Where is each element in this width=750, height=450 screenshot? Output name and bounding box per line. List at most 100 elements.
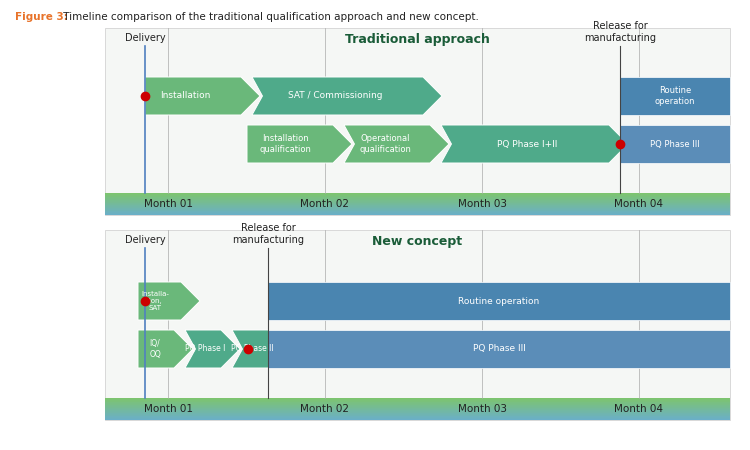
Bar bbox=[105, 199, 730, 200]
Bar bbox=[105, 402, 730, 403]
Bar bbox=[105, 230, 730, 420]
Bar bbox=[105, 196, 730, 198]
Bar bbox=[105, 212, 730, 213]
Bar bbox=[620, 125, 730, 163]
Polygon shape bbox=[344, 125, 449, 163]
Text: Month 02: Month 02 bbox=[301, 199, 350, 209]
Text: Month 02: Month 02 bbox=[301, 404, 350, 414]
Bar bbox=[105, 195, 730, 197]
Bar bbox=[105, 414, 730, 416]
Bar bbox=[105, 416, 730, 417]
Text: Delivery: Delivery bbox=[124, 33, 165, 43]
Bar bbox=[105, 195, 730, 196]
Bar bbox=[105, 201, 730, 202]
Text: Month 01: Month 01 bbox=[143, 199, 193, 209]
Bar bbox=[105, 209, 730, 210]
Text: PQ Phase II: PQ Phase II bbox=[231, 345, 273, 354]
Bar bbox=[105, 28, 730, 215]
Text: SAT / Commissioning: SAT / Commissioning bbox=[288, 91, 382, 100]
Bar bbox=[105, 411, 730, 412]
Text: Installation: Installation bbox=[160, 91, 210, 100]
Bar bbox=[105, 197, 730, 198]
Bar bbox=[105, 204, 730, 206]
Bar bbox=[105, 409, 730, 410]
Text: IQ/
OQ: IQ/ OQ bbox=[149, 339, 160, 359]
Bar bbox=[105, 419, 730, 420]
Bar bbox=[105, 194, 730, 195]
Text: Delivery: Delivery bbox=[124, 235, 165, 245]
Bar bbox=[105, 193, 730, 194]
Bar bbox=[105, 406, 730, 408]
Bar bbox=[105, 412, 730, 414]
Bar bbox=[105, 405, 730, 406]
Bar bbox=[105, 403, 730, 405]
Text: Figure 3:: Figure 3: bbox=[15, 12, 68, 22]
Text: Traditional approach: Traditional approach bbox=[345, 33, 490, 46]
Bar bbox=[105, 208, 730, 209]
Text: Installation
qualification: Installation qualification bbox=[259, 134, 311, 154]
Bar bbox=[105, 400, 730, 401]
Text: Routine operation: Routine operation bbox=[458, 297, 540, 306]
Bar bbox=[268, 330, 730, 368]
Bar bbox=[105, 400, 730, 402]
Bar bbox=[105, 411, 730, 413]
Polygon shape bbox=[252, 77, 442, 115]
Bar bbox=[105, 209, 730, 211]
Bar bbox=[105, 415, 730, 416]
Text: New concept: New concept bbox=[373, 235, 463, 248]
Bar bbox=[105, 413, 730, 414]
Bar bbox=[105, 418, 730, 419]
Bar bbox=[105, 201, 730, 202]
Bar bbox=[105, 193, 730, 194]
Text: Month 04: Month 04 bbox=[614, 404, 664, 414]
Bar bbox=[105, 203, 730, 205]
Bar bbox=[105, 397, 730, 399]
Polygon shape bbox=[138, 330, 193, 368]
Bar bbox=[105, 405, 730, 407]
Bar bbox=[105, 410, 730, 411]
Bar bbox=[105, 213, 730, 214]
Text: PQ Phase III: PQ Phase III bbox=[650, 140, 700, 148]
Bar bbox=[105, 211, 730, 212]
Text: Operational
qualification: Operational qualification bbox=[359, 134, 411, 154]
Polygon shape bbox=[232, 330, 287, 368]
Bar bbox=[105, 399, 730, 400]
Text: Month 04: Month 04 bbox=[614, 199, 664, 209]
Bar bbox=[105, 417, 730, 418]
Bar bbox=[105, 207, 730, 208]
Text: Timeline comparison of the traditional qualification approach and new concept.: Timeline comparison of the traditional q… bbox=[60, 12, 479, 22]
Bar bbox=[105, 202, 730, 203]
Bar bbox=[105, 409, 730, 410]
Bar bbox=[105, 205, 730, 206]
Polygon shape bbox=[247, 125, 352, 163]
Text: Release for
manufacturing: Release for manufacturing bbox=[584, 22, 656, 43]
Polygon shape bbox=[138, 282, 200, 320]
Bar bbox=[105, 404, 730, 405]
Bar bbox=[105, 403, 730, 404]
Text: PQ Phase III: PQ Phase III bbox=[472, 345, 526, 354]
Polygon shape bbox=[185, 330, 240, 368]
Bar bbox=[105, 212, 730, 214]
Text: Month 01: Month 01 bbox=[143, 404, 193, 414]
Text: Installa-
tion,
SAT: Installa- tion, SAT bbox=[141, 291, 169, 311]
Text: PQ Phase I: PQ Phase I bbox=[184, 345, 225, 354]
Bar bbox=[268, 282, 730, 320]
Text: Routine
operation: Routine operation bbox=[655, 86, 695, 106]
Bar bbox=[105, 408, 730, 409]
Bar bbox=[105, 401, 730, 402]
Bar bbox=[105, 398, 730, 400]
Bar bbox=[105, 417, 730, 419]
Bar bbox=[105, 210, 730, 211]
Text: Release for
manufacturing: Release for manufacturing bbox=[232, 223, 304, 245]
Bar bbox=[105, 198, 730, 199]
Bar bbox=[105, 407, 730, 408]
Text: Month 03: Month 03 bbox=[458, 199, 506, 209]
Text: PQ Phase I+II: PQ Phase I+II bbox=[496, 140, 557, 148]
Bar bbox=[105, 414, 730, 415]
Polygon shape bbox=[441, 125, 628, 163]
Text: Month 03: Month 03 bbox=[458, 404, 506, 414]
Bar bbox=[105, 206, 730, 207]
Bar bbox=[105, 203, 730, 204]
Polygon shape bbox=[145, 77, 260, 115]
Bar bbox=[105, 200, 730, 201]
